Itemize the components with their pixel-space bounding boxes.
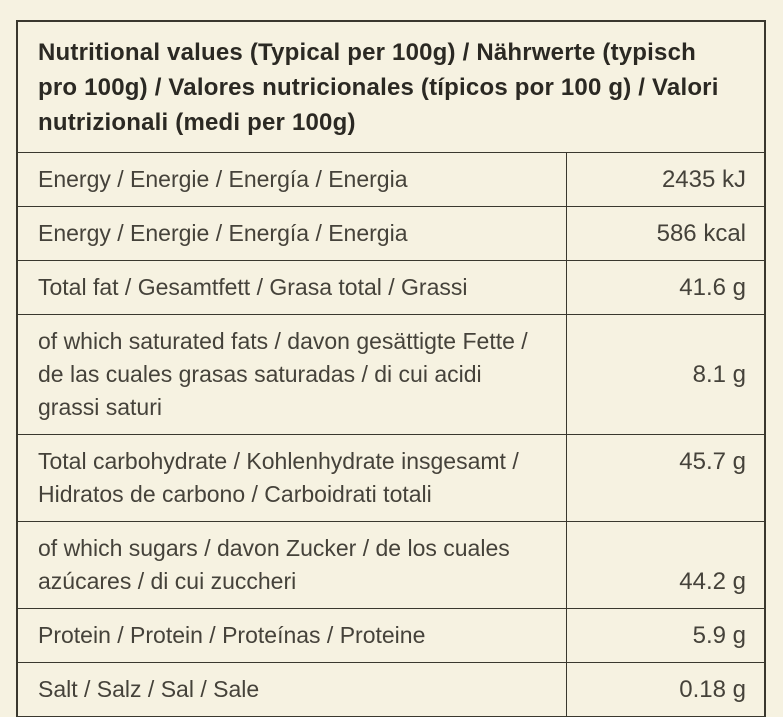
nutrient-label: Total fat / Gesamtfett / Grasa total / G…	[38, 274, 468, 300]
nutrient-label: Protein / Protein / Proteínas / Proteine	[38, 622, 426, 648]
nutrient-value: 2435 kJ	[566, 153, 764, 206]
row-carbohydrate: Total carbohydrate / Kohlenhydrate insge…	[18, 434, 764, 521]
nutrient-value: 41.6 g	[566, 261, 764, 314]
row-saturated-fats: of which saturated fats / davon gesättig…	[18, 314, 764, 434]
row-salt: Salt / Salz / Sal / Sale 0.18 g	[18, 662, 764, 716]
nutrient-value: 0.18 g	[566, 663, 764, 716]
nutrient-value: 44.2 g	[566, 522, 764, 608]
nutrient-label: Total carbohydrate / Kohlenhydrate insge…	[38, 448, 519, 507]
table-title: Nutritional values (Typical per 100g) / …	[38, 39, 719, 136]
nutrient-label: of which saturated fats / davon gesättig…	[38, 328, 528, 420]
nutrient-value: 8.1 g	[566, 315, 764, 434]
row-energy-kcal: Energy / Energie / Energía / Energia 586…	[18, 206, 764, 260]
nutrient-label: Energy / Energie / Energía / Energia	[38, 166, 408, 192]
nutrient-label: Salt / Salz / Sal / Sale	[38, 676, 260, 702]
row-sugars: of which sugars / davon Zucker / de los …	[18, 521, 764, 608]
nutrition-table: Nutritional values (Typical per 100g) / …	[16, 20, 766, 717]
nutrient-label: Energy / Energie / Energía / Energia	[38, 220, 408, 246]
nutrient-value: 5.9 g	[566, 609, 764, 662]
row-protein: Protein / Protein / Proteínas / Proteine…	[18, 608, 764, 662]
row-energy-kj: Energy / Energie / Energía / Energia 243…	[18, 152, 764, 206]
row-total-fat: Total fat / Gesamtfett / Grasa total / G…	[18, 260, 764, 314]
nutrient-label: of which sugars / davon Zucker / de los …	[38, 535, 510, 594]
nutrient-value: 586 kcal	[566, 207, 764, 260]
nutrient-value: 45.7 g	[566, 435, 764, 521]
